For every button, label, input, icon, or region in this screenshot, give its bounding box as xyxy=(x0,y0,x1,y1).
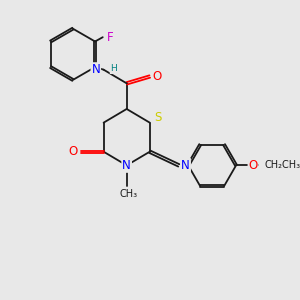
Text: S: S xyxy=(154,111,162,124)
Text: H: H xyxy=(110,64,117,73)
Text: O: O xyxy=(68,145,77,158)
Text: N: N xyxy=(181,159,190,172)
Text: O: O xyxy=(248,159,258,172)
Text: N: N xyxy=(92,63,100,76)
Text: CH₃: CH₃ xyxy=(119,189,137,200)
Text: O: O xyxy=(153,70,162,83)
Text: CH₂CH₃: CH₂CH₃ xyxy=(264,160,300,170)
Text: F: F xyxy=(107,31,114,44)
Text: N: N xyxy=(122,159,131,172)
